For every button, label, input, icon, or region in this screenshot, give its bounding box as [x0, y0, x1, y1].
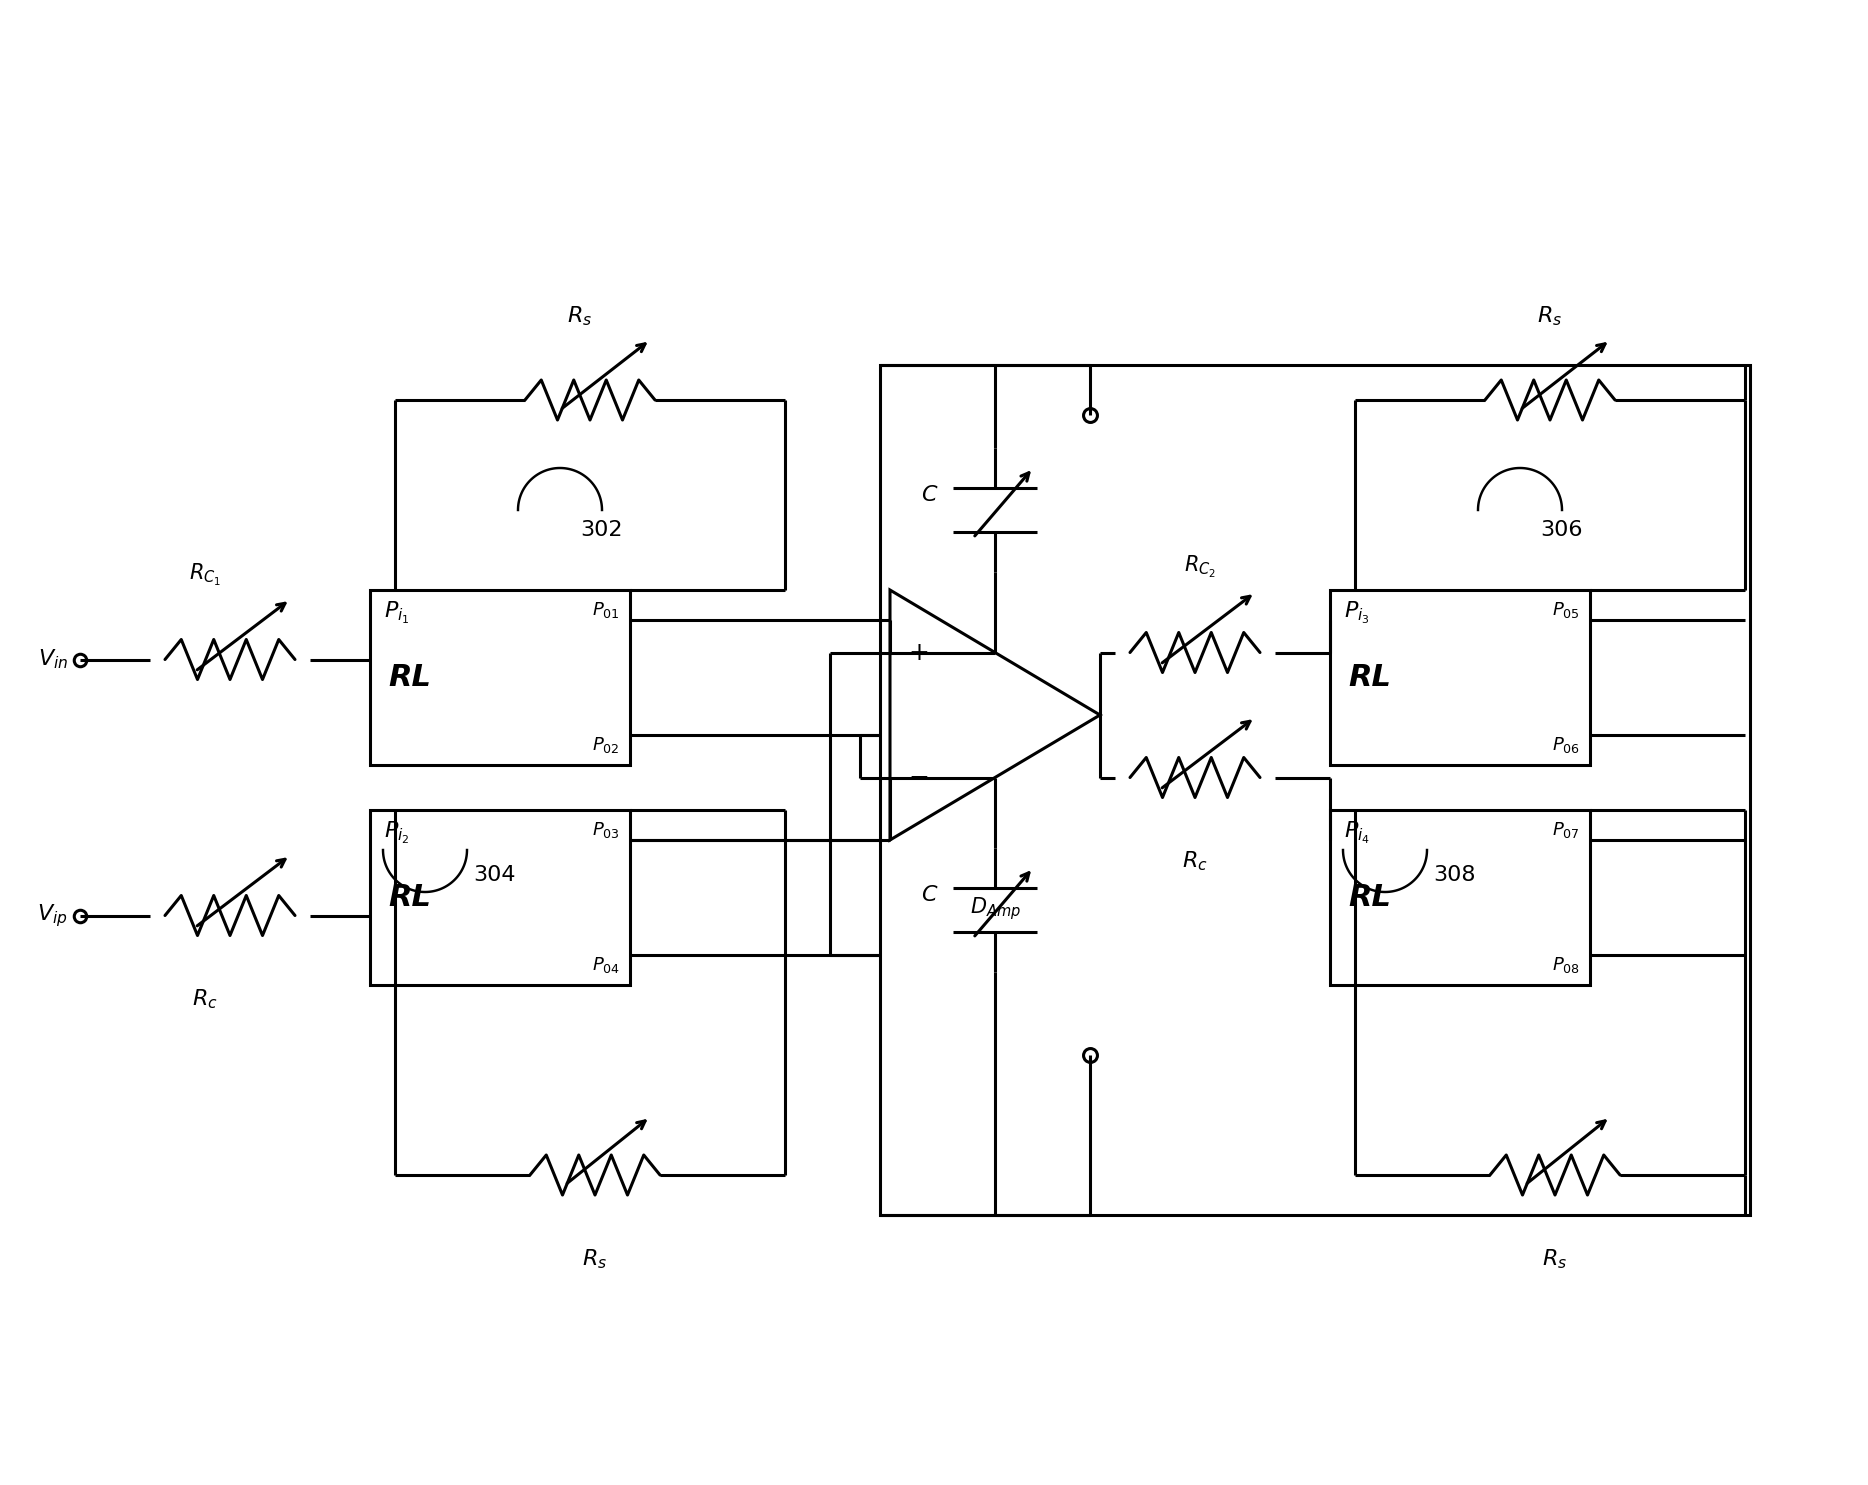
Text: $P_{03}$: $P_{03}$ — [592, 820, 620, 841]
Text: $R_s$: $R_s$ — [1543, 1247, 1567, 1271]
Text: $P_{05}$: $P_{05}$ — [1552, 600, 1580, 621]
Text: C: C — [921, 885, 938, 904]
Text: $R_c$: $R_c$ — [192, 988, 219, 1011]
Text: $P_{01}$: $P_{01}$ — [592, 600, 620, 621]
Text: $D_{Amp}$: $D_{Amp}$ — [969, 895, 1020, 922]
Bar — [370, 809, 630, 985]
Bar — [1330, 809, 1590, 985]
Text: $V_{ip}$: $V_{ip}$ — [37, 901, 67, 930]
Text: $R_{C_1}$: $R_{C_1}$ — [189, 561, 220, 588]
Text: −: − — [908, 765, 928, 790]
Text: $P_{02}$: $P_{02}$ — [592, 735, 620, 754]
Text: +: + — [908, 640, 928, 664]
Text: $P_{04}$: $P_{04}$ — [592, 955, 620, 976]
Text: $P_{07}$: $P_{07}$ — [1552, 820, 1580, 841]
Text: $R_s$: $R_s$ — [1537, 304, 1564, 328]
Text: 304: 304 — [473, 864, 516, 885]
Text: RL: RL — [389, 884, 432, 912]
Text: $P_{i_1}$: $P_{i_1}$ — [385, 600, 409, 627]
Text: 306: 306 — [1539, 520, 1582, 541]
Text: $P_{06}$: $P_{06}$ — [1552, 735, 1580, 754]
Text: 308: 308 — [1433, 864, 1476, 885]
Text: 302: 302 — [579, 520, 622, 541]
Text: RL: RL — [1349, 884, 1392, 912]
Bar — [1330, 590, 1590, 765]
Text: $P_{i_3}$: $P_{i_3}$ — [1343, 600, 1369, 627]
Text: $P_{i_4}$: $P_{i_4}$ — [1343, 820, 1369, 846]
Text: $P_{08}$: $P_{08}$ — [1552, 955, 1580, 976]
Text: $R_s$: $R_s$ — [583, 1247, 607, 1271]
Text: RL: RL — [389, 662, 432, 692]
Bar — [370, 590, 630, 765]
Text: RL: RL — [1349, 662, 1392, 692]
Text: $R_s$: $R_s$ — [568, 304, 592, 328]
Text: $R_c$: $R_c$ — [1182, 849, 1209, 873]
Text: $P_{i_2}$: $P_{i_2}$ — [385, 820, 409, 846]
Text: $R_{C_2}$: $R_{C_2}$ — [1184, 554, 1216, 581]
Bar — [880, 365, 1750, 1215]
Text: $V_{in}$: $V_{in}$ — [37, 647, 67, 671]
Text: C: C — [921, 486, 938, 505]
